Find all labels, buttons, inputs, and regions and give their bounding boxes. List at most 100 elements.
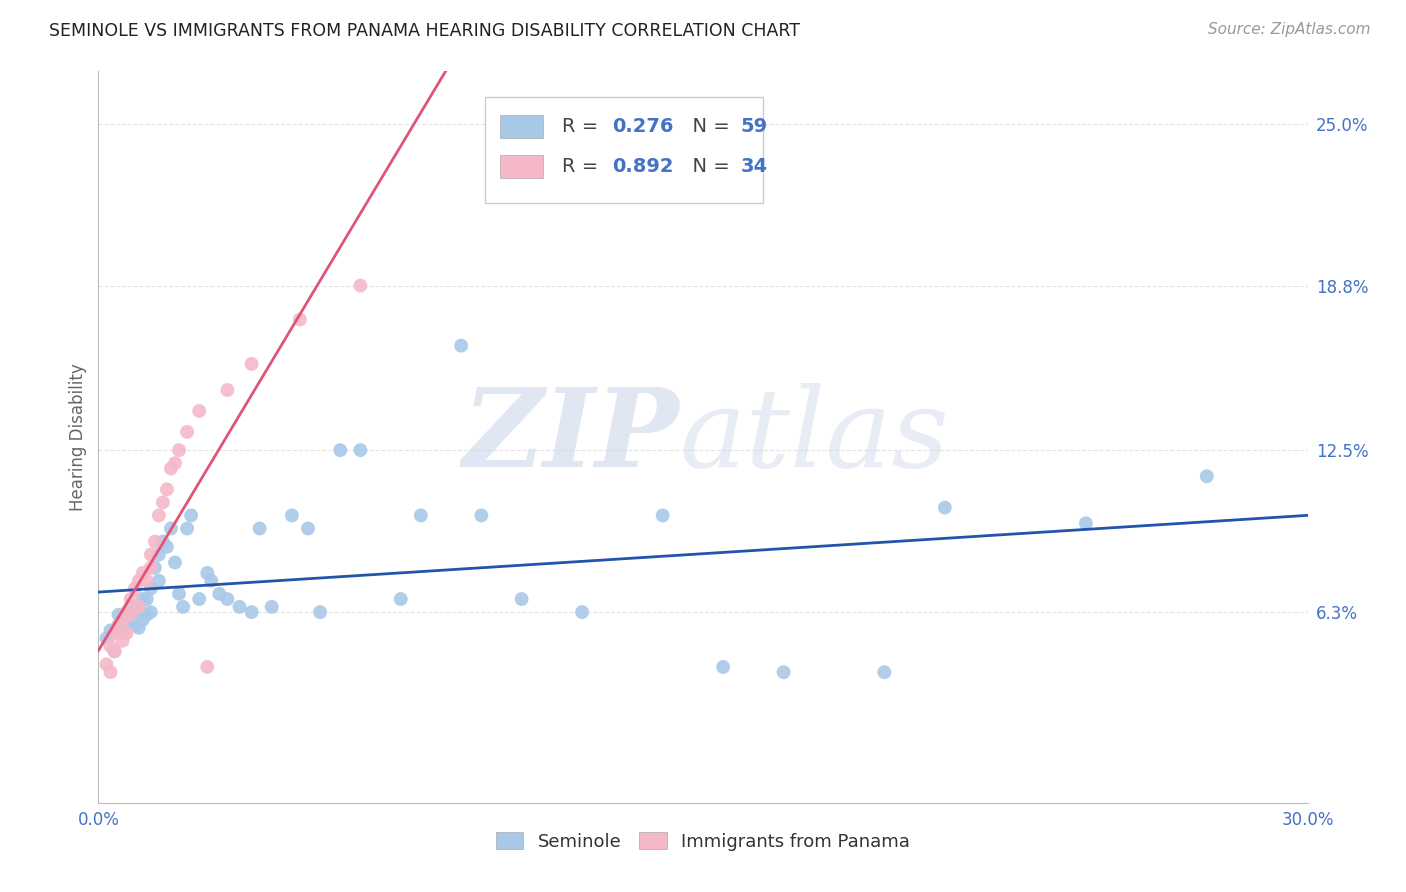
Text: 0.892: 0.892 [613,157,673,176]
Point [329,443,352,458]
FancyBboxPatch shape [501,114,543,138]
FancyBboxPatch shape [485,97,763,203]
Point [217,592,239,607]
Point [100,665,122,680]
Legend: Seminole, Immigrants from Panama: Seminole, Immigrants from Panama [486,822,920,860]
Point [124,582,146,596]
Point [115,607,138,622]
Point [135,574,157,588]
Point [240,605,263,619]
Point [132,592,155,607]
Point [103,644,125,658]
Point [148,548,170,562]
Point [139,560,162,574]
Point [96,657,118,672]
Point [1074,516,1097,531]
Point [139,582,162,596]
Point [571,605,593,619]
Point [450,339,472,353]
Point [409,508,432,523]
Point [349,443,371,458]
Point [107,618,129,632]
Point [349,278,371,293]
Point [143,534,166,549]
Point [281,508,304,523]
Point [111,633,134,648]
Point [228,599,250,614]
Point [120,599,142,614]
Point [115,605,138,619]
Point [143,560,166,574]
Point [260,599,283,614]
Point [128,599,150,614]
Text: R =: R = [561,157,605,176]
Text: R =: R = [561,117,605,136]
Point [180,508,202,523]
Point [195,566,218,580]
Point [240,357,263,371]
Point [1195,469,1218,483]
Text: SEMINOLE VS IMMIGRANTS FROM PANAMA HEARING DISABILITY CORRELATION CHART: SEMINOLE VS IMMIGRANTS FROM PANAMA HEARI… [49,22,800,40]
Point [135,592,157,607]
Point [389,592,412,607]
Point [107,607,129,622]
Point [124,605,146,619]
Text: atlas: atlas [679,384,949,491]
Text: ZIP: ZIP [463,384,679,491]
Text: Source: ZipAtlas.com: Source: ZipAtlas.com [1208,22,1371,37]
Text: 0.276: 0.276 [613,117,673,136]
Text: 34: 34 [741,157,768,176]
Point [107,618,129,632]
Point [249,521,271,535]
Point [139,548,162,562]
Point [152,534,174,549]
Point [195,660,218,674]
Point [132,566,155,580]
Point [111,613,134,627]
Point [139,605,162,619]
Point [309,605,332,619]
Point [100,624,122,638]
Point [711,660,734,674]
Point [160,521,183,535]
Point [120,592,142,607]
Point [172,599,194,614]
Point [188,404,211,418]
Point [120,613,142,627]
Point [470,508,492,523]
Point [200,574,222,588]
Point [156,483,179,497]
Y-axis label: Hearing Disability: Hearing Disability [69,363,87,511]
Point [163,456,186,470]
Point [128,574,150,588]
Point [510,592,533,607]
Point [148,508,170,523]
Point [176,425,198,439]
Point [96,632,118,646]
Point [132,613,155,627]
Point [288,312,311,326]
Point [100,639,122,653]
Point [107,626,129,640]
Point [297,521,319,535]
Point [115,618,138,632]
Point [167,587,190,601]
Point [651,508,673,523]
Point [111,613,134,627]
Point [160,461,183,475]
Point [135,607,157,622]
Point [167,443,190,458]
Point [128,599,150,614]
Text: N =: N = [681,117,735,136]
Text: 59: 59 [741,117,768,136]
Point [156,540,179,554]
Point [176,521,198,535]
Point [111,626,134,640]
Point [148,574,170,588]
Point [873,665,896,680]
FancyBboxPatch shape [501,154,543,178]
Point [188,592,211,607]
Point [152,495,174,509]
Point [124,618,146,632]
Point [120,607,142,622]
